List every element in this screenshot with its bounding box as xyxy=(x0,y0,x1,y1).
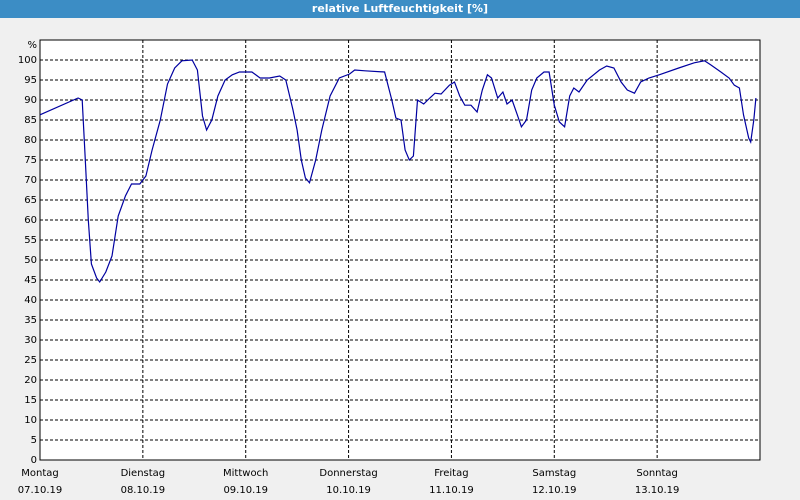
y-tick-label: 15 xyxy=(24,395,37,406)
y-tick-label: 60 xyxy=(24,215,37,226)
y-tick-label: 25 xyxy=(24,355,37,366)
x-tick-label: Freitag xyxy=(434,468,468,479)
x-tick-label: Mittwoch xyxy=(223,468,268,479)
x-tick-label: Montag xyxy=(21,468,58,479)
y-tick-label: 40 xyxy=(24,295,37,306)
x-tick-label: Dienstag xyxy=(121,468,166,479)
x-tick-date: 12.10.19 xyxy=(532,485,577,496)
chart-title: relative Luftfeuchtigkeit [%] xyxy=(312,2,488,15)
x-tick-date: 10.10.19 xyxy=(326,485,371,496)
y-tick-label: 30 xyxy=(24,335,37,346)
y-axis-label: % xyxy=(27,40,37,51)
x-tick-date: 07.10.19 xyxy=(18,485,63,496)
x-tick-date: 13.10.19 xyxy=(635,485,680,496)
y-tick-label: 75 xyxy=(24,155,37,166)
plot-frame xyxy=(39,39,761,461)
y-tick-label: 95 xyxy=(24,75,37,86)
data-line xyxy=(39,59,757,284)
y-tick-label: 50 xyxy=(24,255,37,266)
y-tick-label: 85 xyxy=(24,115,37,126)
x-tick-label: Donnerstag xyxy=(319,468,377,479)
y-tick-label: 90 xyxy=(24,95,37,106)
title-bar xyxy=(0,0,800,18)
y-tick-label: 35 xyxy=(24,315,37,326)
y-tick-label: 70 xyxy=(24,175,37,186)
y-tick-label: 100 xyxy=(18,55,37,66)
y-tick-label: 65 xyxy=(24,195,37,206)
y-tick-label: 0 xyxy=(31,455,37,466)
x-tick-date: 08.10.19 xyxy=(121,485,166,496)
y-tick-label: 20 xyxy=(24,375,37,386)
plot-area xyxy=(40,40,760,460)
x-tick-label: Sonntag xyxy=(636,468,678,479)
x-tick-date: 09.10.19 xyxy=(223,485,268,496)
y-tick-label: 55 xyxy=(24,235,37,246)
y-tick-label: 80 xyxy=(24,135,37,146)
y-tick-label: 5 xyxy=(31,435,37,446)
x-tick-date: 11.10.19 xyxy=(429,485,474,496)
y-tick-label: 10 xyxy=(24,415,37,426)
y-tick-label: 45 xyxy=(24,275,37,286)
x-tick-label: Samstag xyxy=(532,468,576,479)
